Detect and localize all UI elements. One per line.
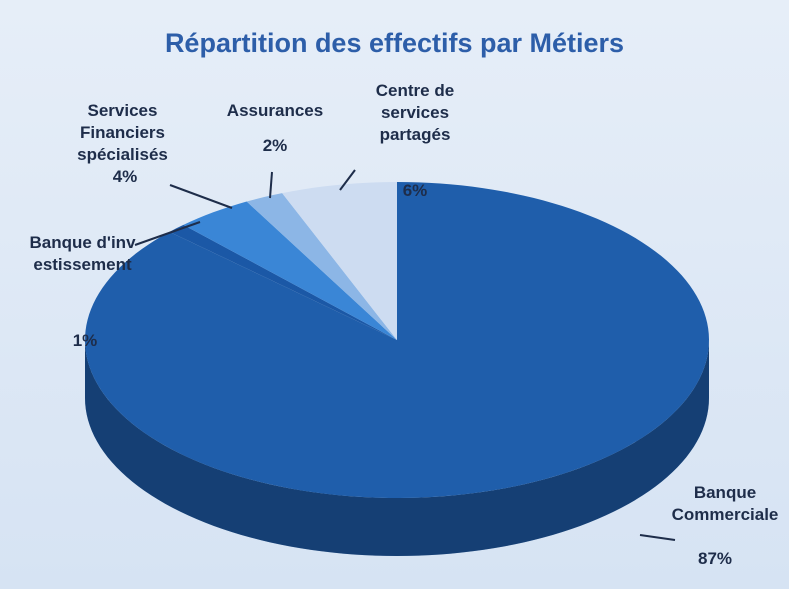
slice bbox=[183, 201, 397, 340]
slice-top bbox=[282, 182, 397, 340]
leader-line bbox=[169, 184, 233, 209]
value-label: 87% bbox=[697, 549, 733, 568]
slice-top bbox=[169, 224, 397, 340]
value-label: 1% bbox=[72, 331, 98, 350]
slice-label: Assurances bbox=[226, 101, 324, 120]
leader-line bbox=[339, 169, 356, 191]
pie bbox=[85, 182, 709, 556]
slice bbox=[85, 182, 709, 556]
slice-side-shade bbox=[85, 340, 709, 556]
slice bbox=[246, 193, 397, 340]
slice bbox=[169, 224, 397, 340]
slice-label: Centre de services partagés bbox=[375, 81, 455, 144]
leader-line bbox=[639, 534, 676, 541]
slice-label: Banque Commerciale bbox=[671, 483, 779, 524]
leader-line bbox=[269, 171, 273, 199]
slice-label: Banque d'investissement bbox=[29, 233, 136, 274]
slice-top bbox=[246, 193, 397, 340]
slice-label: Services Financiers spécialisés bbox=[77, 101, 168, 164]
slice bbox=[282, 182, 397, 340]
slice-side bbox=[85, 340, 709, 556]
slice-top bbox=[183, 201, 397, 340]
value-label: 2% bbox=[262, 136, 288, 155]
leader-line bbox=[134, 221, 201, 246]
chart-title: Répartition des effectifs par Métiers bbox=[164, 28, 625, 58]
value-label: 6% bbox=[402, 181, 428, 200]
value-label: 4% bbox=[112, 167, 138, 186]
slice-top bbox=[85, 182, 709, 498]
